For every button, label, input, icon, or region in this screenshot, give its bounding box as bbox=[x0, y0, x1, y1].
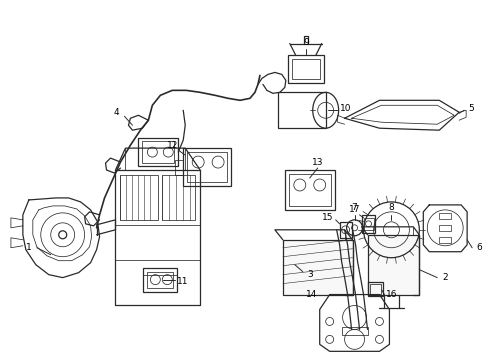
Bar bbox=[367, 235, 419, 294]
Bar bbox=[287, 55, 323, 84]
Text: 17: 17 bbox=[348, 206, 360, 215]
Text: 11: 11 bbox=[176, 277, 187, 286]
Bar bbox=[187, 152, 226, 182]
Bar bbox=[367, 282, 383, 296]
Bar bbox=[438, 237, 450, 243]
Bar bbox=[277, 92, 325, 128]
Bar bbox=[438, 225, 450, 231]
Text: 9: 9 bbox=[302, 38, 308, 47]
Bar bbox=[138, 138, 178, 166]
Text: 1: 1 bbox=[26, 243, 32, 252]
Bar bbox=[369, 284, 381, 293]
Text: 12: 12 bbox=[166, 141, 178, 150]
Text: 6: 6 bbox=[475, 243, 481, 252]
Bar bbox=[162, 175, 195, 220]
Text: 15: 15 bbox=[321, 213, 333, 222]
Text: 4: 4 bbox=[113, 108, 119, 117]
Bar bbox=[183, 148, 230, 186]
Text: 8: 8 bbox=[388, 203, 393, 212]
Bar bbox=[143, 268, 177, 292]
Text: 5: 5 bbox=[468, 104, 473, 113]
Text: 7: 7 bbox=[351, 203, 357, 212]
Text: 3: 3 bbox=[306, 270, 312, 279]
Bar bbox=[291, 59, 319, 80]
Bar bbox=[363, 218, 373, 230]
Bar bbox=[282, 240, 352, 294]
Text: 14: 14 bbox=[305, 290, 317, 299]
Text: 2: 2 bbox=[442, 273, 447, 282]
Bar bbox=[120, 175, 158, 220]
Text: 10: 10 bbox=[339, 104, 351, 113]
Text: 16: 16 bbox=[385, 290, 396, 299]
Text: 13: 13 bbox=[311, 158, 323, 167]
Bar bbox=[288, 174, 330, 206]
Bar bbox=[142, 141, 174, 163]
Bar bbox=[339, 222, 351, 238]
Bar bbox=[285, 170, 334, 210]
Bar bbox=[438, 213, 450, 219]
Bar bbox=[361, 215, 375, 233]
Bar bbox=[147, 272, 173, 288]
Bar bbox=[341, 328, 367, 336]
